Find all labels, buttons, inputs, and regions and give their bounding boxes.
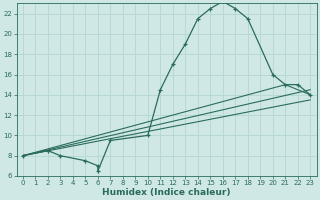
X-axis label: Humidex (Indice chaleur): Humidex (Indice chaleur) (102, 188, 231, 197)
